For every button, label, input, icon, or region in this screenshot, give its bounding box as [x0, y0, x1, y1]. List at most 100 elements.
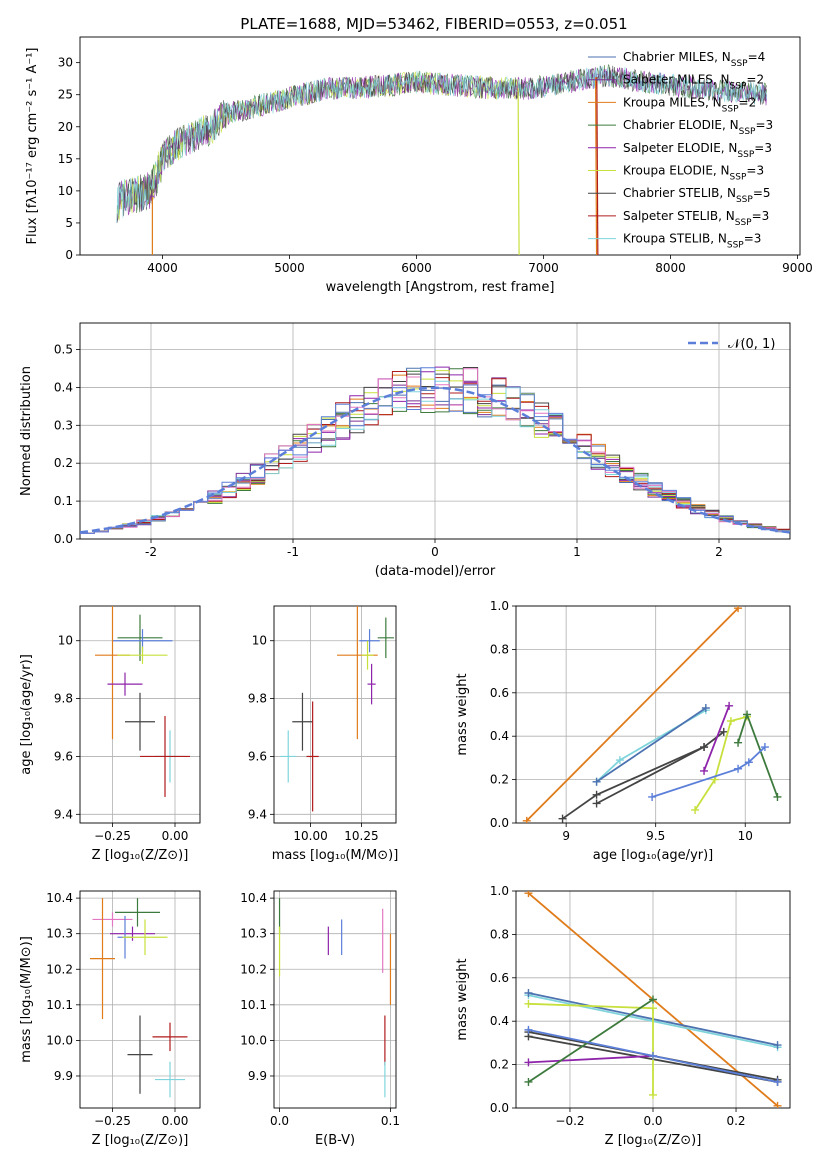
errorbar-point — [107, 672, 143, 696]
y-tick-label: 0.5 — [54, 343, 73, 357]
x-tick-label: 0.00 — [162, 829, 189, 843]
y-tick-label: 15 — [58, 152, 73, 166]
y-tick-label: 9.6 — [248, 749, 267, 763]
x-tick-label: 6000 — [401, 261, 432, 275]
panel-spectrum: 4000 5000 6000 7000 8000 9000 0 5 10 15 20 25 30 wave… — [25, 36, 813, 295]
x-tick-label: 0.00 — [162, 1114, 189, 1128]
x-tick-label: 2 — [715, 545, 723, 559]
x-tick-label: 7000 — [528, 261, 559, 275]
y-axis-label: Flux [fλ10⁻¹⁷ erg cm⁻² s⁻¹ A⁻¹] — [25, 48, 40, 245]
y-tick-label: 10.1 — [240, 998, 267, 1012]
y-tick-label: 10.4 — [240, 891, 267, 905]
legend-label: Chabrier STELIB, NSSP=5 — [623, 186, 771, 205]
weight-line — [528, 998, 654, 1083]
weight-marker — [649, 1090, 657, 1099]
legend-label: Kroupa ELODIE, NSSP=3 — [623, 164, 764, 183]
axes-frame — [515, 605, 791, 824]
errorbar-point — [377, 617, 394, 659]
x-axis-label: mass [log₁₀(M/M⊙)] — [272, 848, 399, 863]
weight-marker — [524, 988, 533, 997]
weight-marker — [592, 777, 601, 786]
weight-marker — [524, 1077, 533, 1086]
residuals-legend: 𝒩(0, 1) — [688, 337, 775, 352]
y-axis-label: Normed distribution — [19, 366, 34, 496]
y-tick-label: 10.3 — [240, 927, 267, 941]
weight-line — [651, 746, 766, 798]
y-tick-label: 10 — [58, 184, 73, 198]
x-tick-label: 9000 — [782, 261, 813, 275]
weight-marker — [726, 717, 735, 726]
axes-frame — [273, 890, 397, 1109]
x-tick-label: -1 — [287, 545, 299, 559]
spectrum-salpeter_elodie — [116, 66, 767, 223]
x-tick-label: 10.25 — [344, 829, 378, 843]
axes-frame — [273, 605, 397, 824]
axes-frame — [79, 605, 201, 824]
x-tick-label: −0.2 — [555, 1114, 584, 1128]
y-tick-label: 0.2 — [54, 456, 73, 470]
weight-line — [596, 707, 707, 783]
y-tick-label: 9.8 — [54, 692, 73, 706]
x-tick-label: 5000 — [274, 261, 305, 275]
y-tick-label: 10.2 — [240, 962, 267, 976]
y-tick-label: 9.4 — [248, 807, 267, 821]
panel-mass_vs_EBV: 0.0 0.1 9.9 10.0 10.1 10.2 10.3 10.4 E(B-V) — [240, 890, 400, 1148]
weight-marker — [524, 1058, 533, 1067]
y-tick-label: 0.3 — [54, 418, 73, 432]
weight-marker — [649, 1004, 657, 1013]
errorbar-point — [127, 1015, 153, 1094]
errorbar-point — [292, 692, 313, 751]
y-tick-label: 10 — [252, 634, 267, 648]
spectrum-dropout-kroupa_elodie — [517, 88, 520, 255]
x-tick-label: 8000 — [655, 261, 686, 275]
weight-marker — [773, 1041, 782, 1050]
errorbar-point — [155, 1061, 185, 1098]
plot-area — [80, 366, 790, 534]
errorbar-point — [306, 701, 319, 812]
x-axis-label: Z [log₁₀(Z/Z⊙)] — [92, 1133, 189, 1148]
plot-area — [522, 606, 782, 823]
plot-area — [116, 64, 767, 255]
x-axis-label: (data-model)/error — [375, 564, 496, 579]
weight-marker — [649, 1051, 657, 1060]
weight-marker — [760, 743, 769, 752]
y-tick-label: 10 — [58, 634, 73, 648]
y-tick-label: 30 — [58, 56, 73, 70]
x-tick-label: 0.0 — [643, 1114, 662, 1128]
weight-marker — [524, 891, 533, 898]
y-tick-label: 0 — [65, 248, 73, 262]
plot-area — [90, 898, 188, 1098]
weight-marker — [734, 738, 743, 747]
y-tick-label: 10.0 — [240, 1033, 267, 1047]
x-tick-label: 0 — [431, 545, 439, 559]
x-tick-label: 1 — [573, 545, 581, 559]
weight-marker — [744, 758, 753, 767]
spectrum-kroupa_stelib — [116, 65, 767, 223]
plot-area — [278, 898, 392, 1098]
y-tick-label: 9.9 — [248, 1069, 267, 1083]
legend-label: Kroupa STELIB, NSSP=3 — [623, 232, 761, 251]
plot-area — [95, 606, 190, 797]
weight-marker — [524, 1025, 533, 1034]
plot-area — [280, 606, 394, 812]
panel-mass_vs_Z: −0.25 0.00 9.9 10.0 10.1 10.2 10.3 10.4 Z [log₁₀… — [19, 890, 201, 1148]
y-axis-label: mass weight — [455, 958, 470, 1040]
y-tick-label: 5 — [65, 216, 73, 230]
y-axis-label: mass [log₁₀(M/M⊙)] — [19, 936, 34, 1063]
x-tick-label: 0.1 — [381, 1114, 400, 1128]
y-tick-label: 0.0 — [54, 532, 73, 546]
x-axis-label: wavelength [Angstrom, rest frame] — [326, 280, 555, 295]
errorbar-point — [117, 646, 168, 664]
weight-marker — [719, 727, 728, 736]
normal-curve — [80, 386, 790, 534]
y-tick-label: 20 — [58, 120, 73, 134]
x-tick-label: 4000 — [147, 261, 178, 275]
legend-label: Salpeter STELIB, NSSP=3 — [623, 209, 769, 228]
errorbar-point — [361, 640, 374, 670]
weight-marker — [649, 995, 657, 1004]
panel-age_vs_mass: 10.00 10.25 9.4 9.6 9.8 10 mass [log₁₀(M/M⊙)] — [248, 605, 399, 863]
weight-marker — [700, 743, 709, 752]
y-tick-label: 10.4 — [46, 891, 73, 905]
weight-marker — [773, 792, 782, 801]
y-tick-label: 10.3 — [46, 927, 73, 941]
